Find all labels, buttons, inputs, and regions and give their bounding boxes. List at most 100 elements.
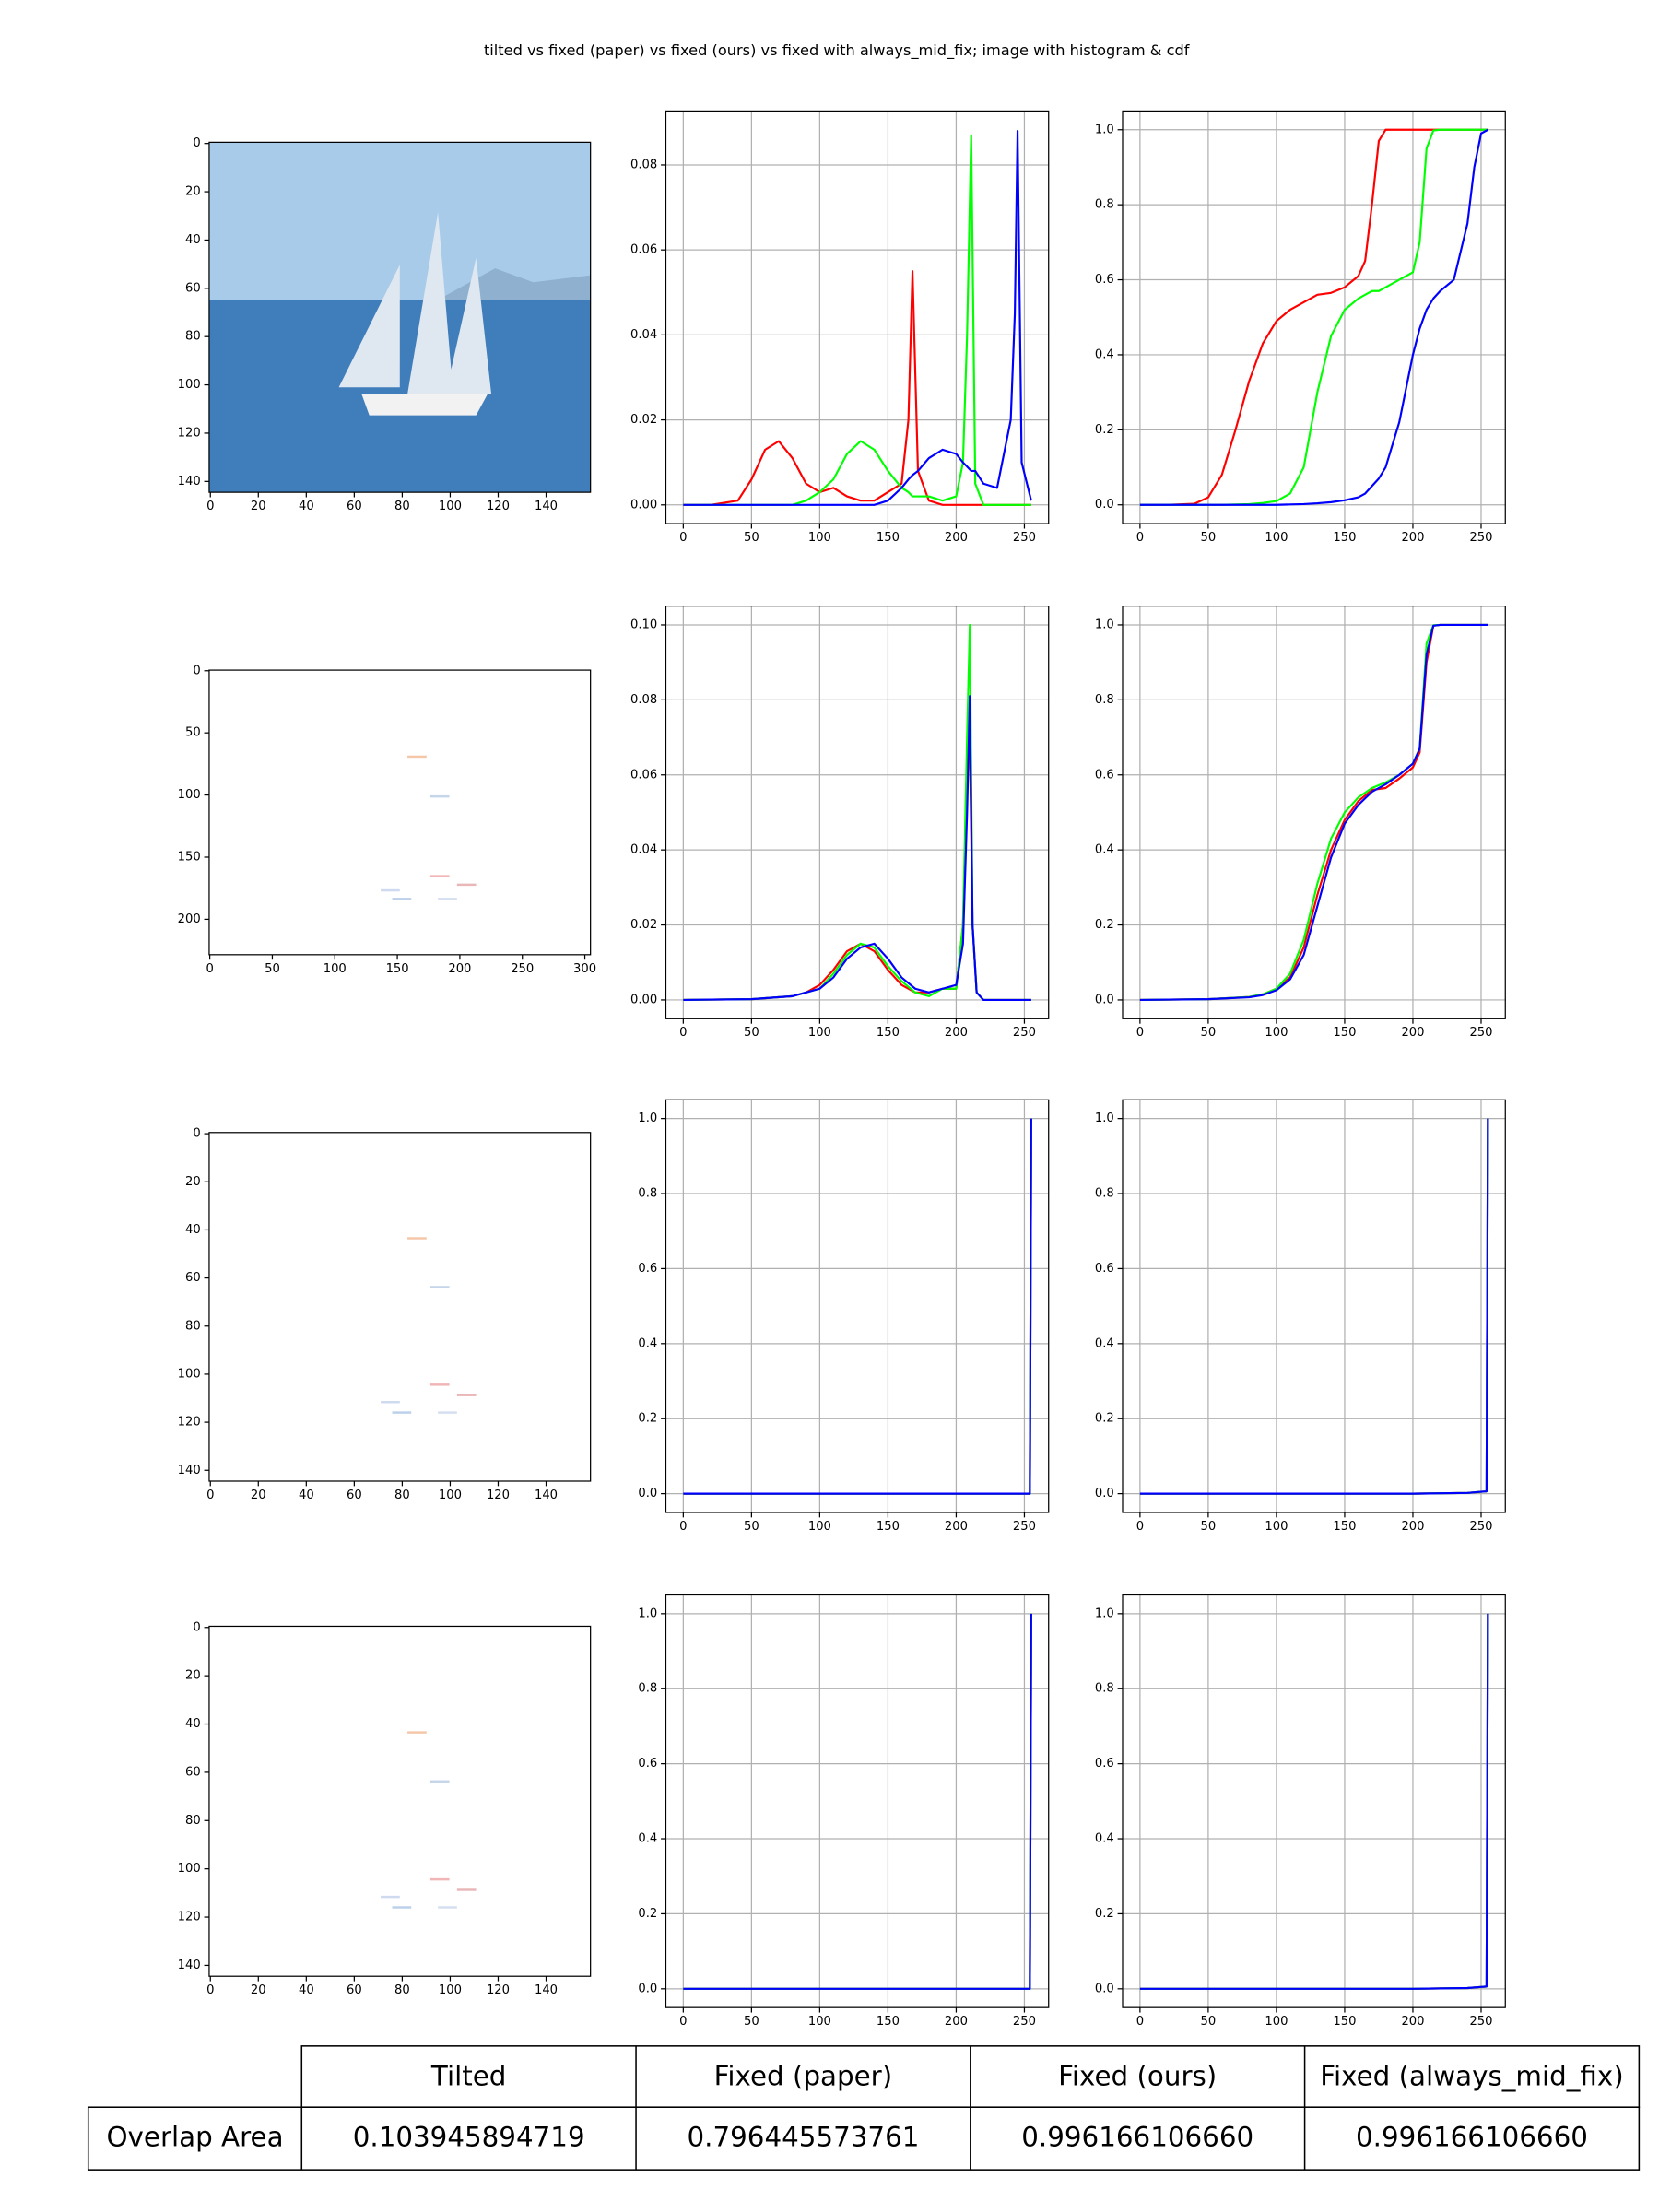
image-speck: [392, 1411, 412, 1414]
y-tick-label: 0.00: [630, 498, 657, 512]
y-tick-label: 0.2: [1095, 1907, 1114, 1921]
y-tick-label: 20: [185, 1669, 201, 1683]
y-tick-label: 60: [185, 281, 201, 295]
x-tick-label: 200: [1401, 2015, 1424, 2029]
x-tick-label: 140: [535, 1983, 558, 1997]
y-tick-label: 0.8: [1095, 1187, 1114, 1201]
y-tick-label: 0.8: [638, 1187, 657, 1201]
image-speck: [429, 1286, 450, 1288]
y-tick-label: 0.4: [638, 1336, 657, 1350]
series-line: [683, 1118, 1032, 1495]
axes-background: [1123, 111, 1506, 524]
y-tick-label: 0.4: [1095, 347, 1114, 361]
y-tick-label: 0: [193, 664, 200, 677]
x-tick-label: 100: [439, 1983, 462, 1997]
x-tick-label: 40: [299, 1488, 314, 1502]
axes-frame: [1122, 110, 1506, 524]
y-tick-label: 0.6: [638, 1262, 657, 1276]
y-tick-label: 0.8: [638, 1682, 657, 1696]
series-line: [1139, 1118, 1489, 1495]
series-line: [1139, 1613, 1489, 1990]
y-tick-label: 20: [185, 185, 201, 199]
image-speck: [407, 755, 427, 759]
subplot: 0 50 100 150 200 250 0.00 0.02 0.04 0.06 0.08: [630, 110, 1050, 545]
x-tick-label: 150: [877, 2015, 900, 2029]
x-tick-label: 140: [535, 500, 558, 513]
y-tick-label: 0.4: [1095, 843, 1114, 857]
y-tick-label: 140: [178, 1464, 201, 1477]
x-tick-label: 60: [347, 1488, 362, 1502]
subplot: 0 50 100 150 200 250 0.0 0.2 0.4 0.6 0.8 1.0: [638, 1594, 1050, 2029]
y-tick-label: 0.6: [1095, 1757, 1114, 1771]
column-header: Tilted: [430, 2060, 506, 2091]
y-tick-label: 80: [185, 1319, 201, 1333]
x-tick-label: 200: [945, 2015, 968, 2029]
image-speck: [438, 898, 457, 900]
y-tick-label: 100: [178, 788, 201, 802]
x-tick-label: 120: [487, 500, 510, 513]
y-tick-label: 0.4: [1095, 1832, 1114, 1846]
image-white: [208, 670, 591, 955]
y-tick-label: 0.0: [1095, 993, 1114, 1006]
y-tick-label: 0.0: [1095, 498, 1114, 512]
x-tick-label: 50: [744, 1026, 759, 1040]
x-tick-label: 100: [808, 2015, 831, 2029]
x-tick-label: 50: [1201, 531, 1217, 545]
axes-frame: [1122, 1099, 1506, 1513]
x-tick-label: 200: [945, 531, 968, 545]
subplot: 0 50 100 150 200 250 0.0 0.2 0.4 0.6 0.8 1.0: [638, 1099, 1050, 1534]
y-tick-label: 80: [185, 330, 201, 344]
image-speck: [429, 1877, 450, 1881]
axes-frame: [665, 1594, 1050, 2008]
series-line: [683, 130, 1032, 506]
x-tick-label: 80: [394, 500, 410, 513]
y-tick-label: 40: [185, 233, 201, 247]
x-tick-label: 40: [299, 500, 314, 513]
image-speck: [456, 1394, 477, 1396]
x-tick-label: 100: [439, 500, 462, 513]
image-sail: [407, 212, 453, 394]
y-tick-label: 0.6: [1095, 273, 1114, 287]
y-tick-label: 0.6: [638, 1757, 657, 1771]
x-tick-label: 100: [1265, 1520, 1288, 1534]
image-speck: [407, 1731, 427, 1734]
column-header: Fixed (always_mid_fix): [1320, 2060, 1623, 2091]
axes-frame: [1122, 1594, 1506, 2008]
y-tick-label: 0.8: [1095, 693, 1114, 707]
image-speck: [438, 1906, 457, 1909]
image-speck: [381, 1895, 400, 1899]
x-tick-label: 50: [744, 2015, 759, 2029]
y-tick-label: 200: [178, 912, 201, 926]
y-tick-label: 150: [178, 850, 201, 864]
y-tick-label: 0.08: [630, 693, 657, 707]
axes-background: [665, 606, 1049, 1019]
x-tick-label: 200: [1401, 1520, 1424, 1534]
axes-background: [1123, 1594, 1506, 2008]
x-tick-label: 50: [744, 1520, 759, 1534]
y-tick-label: 60: [185, 1271, 201, 1285]
x-tick-label: 100: [1265, 2015, 1288, 2029]
x-tick-label: 250: [1013, 2015, 1036, 2029]
x-tick-label: 200: [945, 1520, 968, 1534]
x-tick-label: 100: [808, 1026, 831, 1040]
y-tick-label: 0.8: [1095, 198, 1114, 212]
axes-background: [1123, 606, 1506, 1019]
y-tick-label: 100: [178, 1367, 201, 1381]
x-tick-label: 200: [448, 962, 471, 976]
y-tick-label: 1.0: [638, 1112, 657, 1125]
y-tick-label: 1.0: [1095, 1112, 1114, 1125]
x-tick-label: 300: [573, 962, 596, 976]
subplot: 0 20 40 60 80 100 120 140 0 20 40 60 80 100 120 140: [178, 1620, 592, 1997]
image-white: [208, 1132, 591, 1481]
subplot: 0 50 100 150 200 250 0.0 0.2 0.4 0.6 0.8 1.0: [1095, 110, 1506, 545]
image-speck: [429, 875, 450, 877]
axes-frame: [208, 141, 592, 493]
table-cell: 0.796445573761: [687, 2122, 919, 2153]
subplot: 0 50 100 150 200 250 0.0 0.2 0.4 0.6 0.8 1.0: [1095, 606, 1506, 1040]
x-tick-label: 150: [877, 1026, 900, 1040]
axes-frame: [665, 606, 1050, 1019]
x-tick-label: 0: [206, 962, 213, 976]
y-tick-label: 100: [178, 378, 201, 392]
y-tick-label: 60: [185, 1765, 201, 1779]
image-white: [208, 1626, 591, 1977]
